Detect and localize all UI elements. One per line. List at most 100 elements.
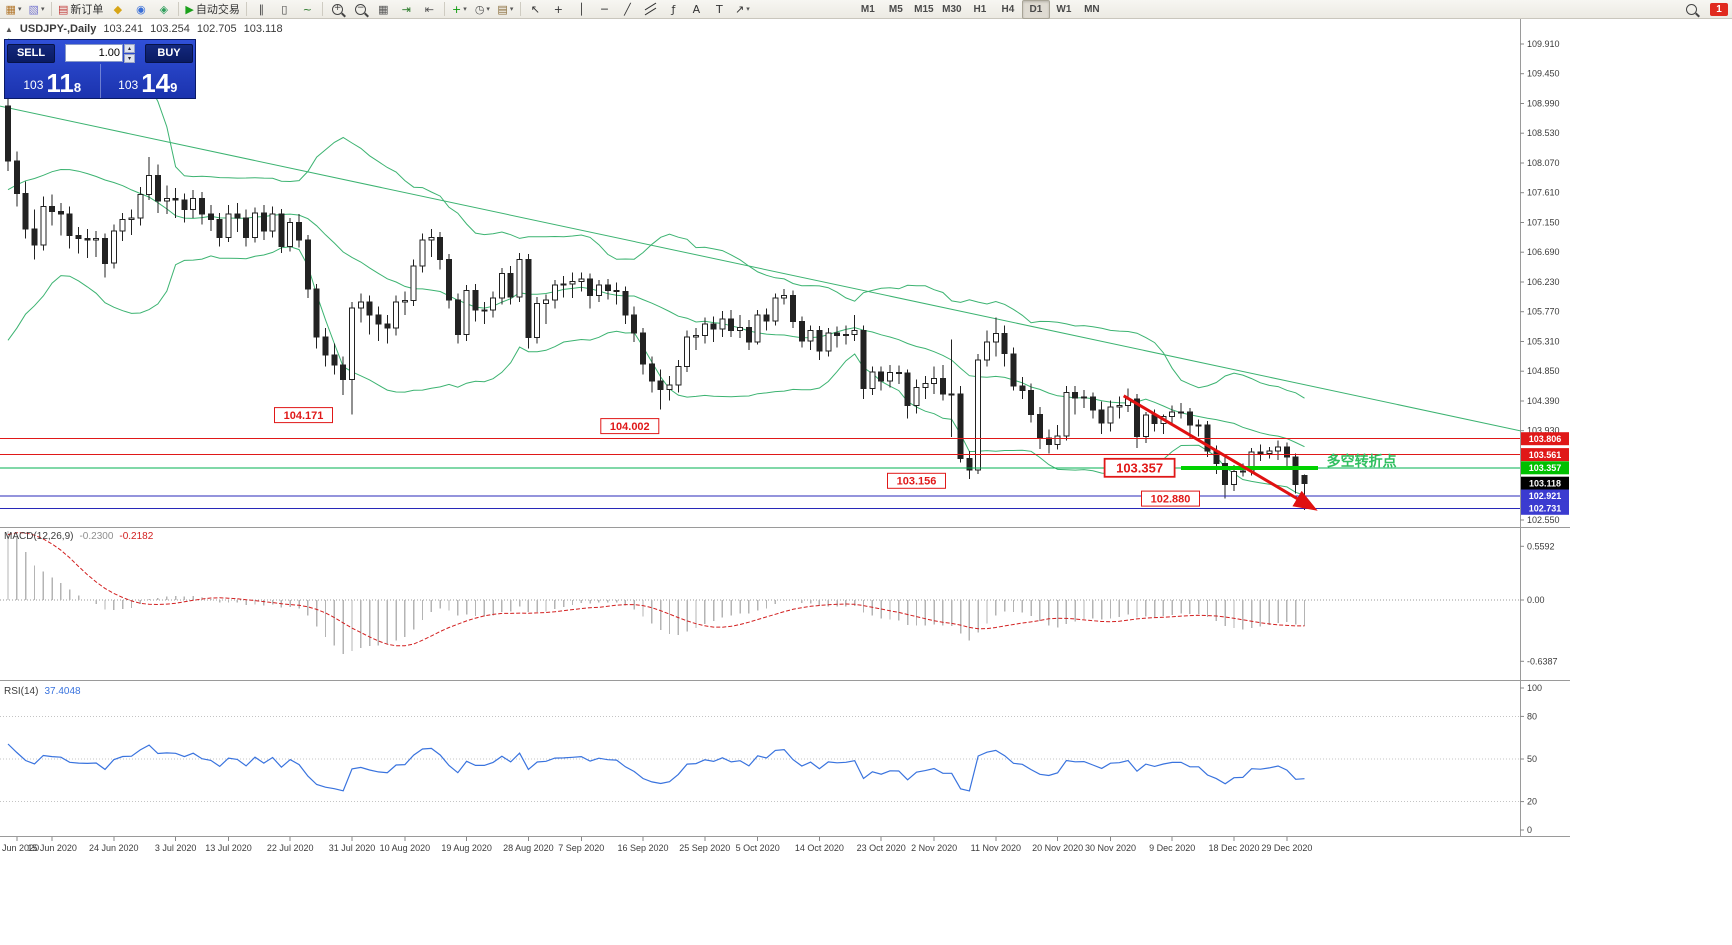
buy-button[interactable]: BUY <box>145 43 193 63</box>
timeframe-m30[interactable]: M30 <box>942 3 962 15</box>
buy-price-pips: 14 <box>141 68 171 98</box>
cursor-tool-icon: ↖ <box>530 2 540 16</box>
text-label-tool-button[interactable]: T <box>708 0 731 19</box>
autotrading-button-label: 自动交易 <box>195 3 240 16</box>
trend-arrow <box>1122 394 1318 511</box>
bar-chart-icon: ∥ <box>258 2 265 16</box>
data-window-button[interactable]: ◉ <box>129 0 152 19</box>
indicators-button[interactable]: + ▾ <box>448 0 471 19</box>
toolbar-separator <box>178 2 180 16</box>
trendline-tool-button[interactable]: ╱ <box>616 0 639 19</box>
zoom-in-button[interactable]: + <box>326 0 349 19</box>
chevron-down-icon: ▾ <box>17 5 22 13</box>
macd-name: MACD(12,26,9) <box>4 531 74 542</box>
search-icon <box>1686 3 1697 15</box>
svg-text:18 Dec 2020: 18 Dec 2020 <box>1208 843 1259 853</box>
svg-text:-0.6387: -0.6387 <box>1527 656 1558 666</box>
sell-button[interactable]: SELL <box>7 43 55 63</box>
chevron-down-icon: ▾ <box>40 5 45 13</box>
channel-icon <box>644 3 657 15</box>
text-label-tool-icon: T <box>716 2 723 16</box>
vertical-line-tool-button[interactable]: │ <box>570 0 593 19</box>
market-watch-button[interactable]: ◆ <box>106 0 129 19</box>
horizontal-line-tool-button[interactable]: ─ <box>593 0 616 19</box>
price-axis-chips: 103.806 103.561 103.357 103.118 102.921 102.7… <box>1521 432 1569 515</box>
svg-text:102.550: 102.550 <box>1527 515 1560 525</box>
svg-text:100: 100 <box>1527 683 1542 693</box>
horizontal-line-tool-icon: ─ <box>601 2 608 16</box>
svg-text:106.230: 106.230 <box>1527 277 1560 287</box>
metaeditor-button[interactable]: ◈ <box>152 0 175 19</box>
timeframe-w1[interactable]: W1 <box>1056 3 1072 15</box>
macd-indicator-label: MACD(12,26,9) -0.2300 -0.2182 <box>4 531 153 542</box>
tile-windows-button[interactable]: ▦ <box>372 0 395 19</box>
lot-size-input[interactable] <box>65 44 123 62</box>
lot-up-button[interactable]: ▴ <box>124 43 135 53</box>
macd-main-value: -0.2300 <box>79 531 114 542</box>
market-watch-icon: ◆ <box>113 2 123 16</box>
templates-button[interactable]: ▤ ▾ <box>494 0 517 19</box>
rsi-name: RSI(14) <box>4 686 39 697</box>
zoom-out-button[interactable]: − <box>349 0 372 19</box>
text-tool-button[interactable]: A <box>685 0 708 19</box>
templates-icon: ▤ <box>497 2 508 16</box>
svg-text:25 Sep 2020: 25 Sep 2020 <box>679 843 730 853</box>
bar-chart-button[interactable]: ∥ <box>250 0 273 19</box>
svg-text:11 Nov 2020: 11 Nov 2020 <box>971 843 1021 853</box>
auto-scroll-button[interactable]: ⇥ <box>395 0 418 19</box>
arrows-tool-icon: ↗ <box>735 2 745 16</box>
timeframe-m15[interactable]: M15 <box>914 3 934 15</box>
lot-down-button[interactable]: ▾ <box>124 53 135 63</box>
timeframe-h1[interactable]: H1 <box>973 3 987 15</box>
pivot-annotation: 多空转折点 <box>1327 453 1397 470</box>
svg-text:108.990: 108.990 <box>1527 99 1560 109</box>
arrows-tool-button[interactable]: ↗ ▾ <box>731 0 754 19</box>
periods-button[interactable]: ◷ ▾ <box>471 0 494 19</box>
svg-text:19 Aug 2020: 19 Aug 2020 <box>441 843 492 853</box>
crosshair-tool-button[interactable]: + <box>547 0 570 19</box>
search-button[interactable] <box>1680 0 1703 19</box>
sell-price[interactable]: 103 11 8 <box>5 64 100 98</box>
svg-text:103.806: 103.806 <box>1529 434 1562 444</box>
timeframe-m5[interactable]: M5 <box>888 3 903 15</box>
cursor-tool-button[interactable]: ↖ <box>524 0 547 19</box>
svg-text:0.00: 0.00 <box>1527 595 1545 605</box>
new-chart-button[interactable]: ▦ ▾ <box>2 0 25 19</box>
chevron-down-icon: ▾ <box>746 5 750 13</box>
svg-text:30 Nov 2020: 30 Nov 2020 <box>1085 843 1136 853</box>
text-tool-icon: A <box>692 2 701 16</box>
line-chart-icon: ~ <box>302 2 312 16</box>
rsi-axis: 100 80 50 20 0 <box>1520 683 1542 835</box>
svg-text:50: 50 <box>1527 754 1537 764</box>
toolbar-separator <box>51 2 52 16</box>
fibonacci-tool-button[interactable]: ƒ <box>662 0 685 19</box>
svg-text:3 Jul 2020: 3 Jul 2020 <box>155 843 197 853</box>
svg-text:29 Dec 2020: 29 Dec 2020 <box>1261 843 1312 853</box>
chevron-down-icon: ▾ <box>486 5 490 13</box>
svg-text:7 Sep 2020: 7 Sep 2020 <box>558 843 604 853</box>
svg-text:0.5592: 0.5592 <box>1527 541 1555 551</box>
svg-text:5 Oct 2020: 5 Oct 2020 <box>736 843 780 853</box>
line-chart-button[interactable]: ~ <box>296 0 319 19</box>
chart-shift-button[interactable]: ⇤ <box>418 0 441 19</box>
timeframe-h4[interactable]: H4 <box>1001 3 1015 15</box>
notification-badge[interactable]: 1 <box>1710 2 1728 16</box>
new-order-button[interactable]: ▤ 新订单 <box>55 0 106 19</box>
svg-text:16 Sep 2020: 16 Sep 2020 <box>617 843 668 853</box>
collapse-panel-icon[interactable]: ▲ <box>5 24 13 34</box>
svg-text:24 Jun 2020: 24 Jun 2020 <box>89 843 139 853</box>
profiles-button[interactable]: ▧ ▾ <box>25 0 48 19</box>
candlestick-chart-button[interactable]: ▯ <box>273 0 296 19</box>
candlestick-chart-icon: ▯ <box>281 2 288 16</box>
svg-text:104.850: 104.850 <box>1527 366 1560 376</box>
timeframe-mn[interactable]: MN <box>1084 3 1100 15</box>
ohlc-open: 103.241 <box>103 23 144 35</box>
autotrading-button[interactable]: ▶ 自动交易 <box>182 0 242 19</box>
buy-price[interactable]: 103 14 9 <box>99 64 196 98</box>
timeframe-d1[interactable]: D1 <box>1021 0 1050 19</box>
timeframe-m1[interactable]: M1 <box>860 3 875 15</box>
channel-tool-button[interactable] <box>639 0 662 19</box>
toolbar-separator <box>245 2 247 16</box>
